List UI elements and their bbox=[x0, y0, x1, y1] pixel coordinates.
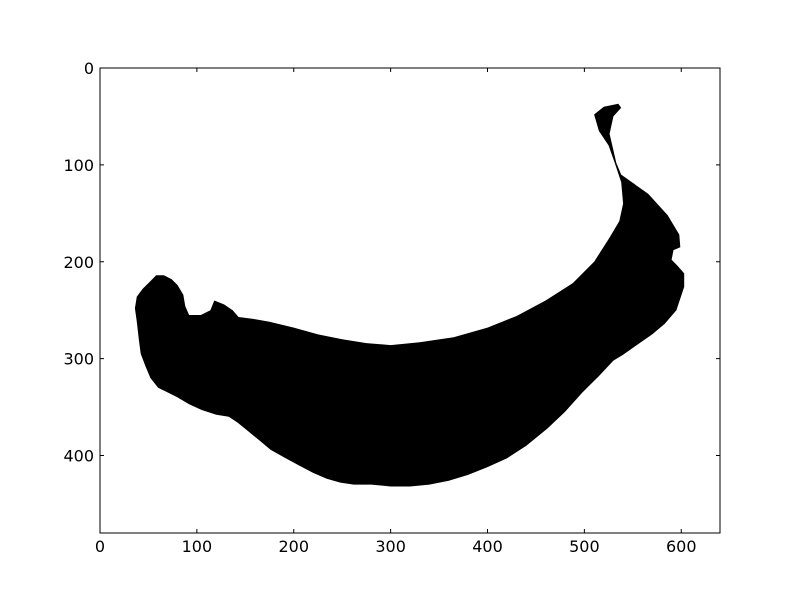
x-tick-label: 100 bbox=[182, 537, 213, 556]
x-tick-label: 0 bbox=[95, 537, 105, 556]
axes-frame bbox=[99, 67, 721, 534]
plot-area bbox=[99, 67, 721, 534]
y-tick-label: 0 bbox=[84, 59, 94, 78]
x-tick-label: 200 bbox=[278, 537, 309, 556]
x-tick-label: 600 bbox=[666, 537, 697, 556]
y-tick-label: 300 bbox=[63, 350, 94, 369]
x-tick-label: 500 bbox=[569, 537, 600, 556]
y-axis: 0 100 200 300 400 bbox=[63, 59, 720, 466]
y-tick-label: 400 bbox=[63, 447, 94, 466]
x-tick-label: 300 bbox=[375, 537, 406, 556]
x-tick-label: 400 bbox=[472, 537, 503, 556]
banana-mask-region bbox=[134, 103, 685, 487]
y-tick-label: 100 bbox=[63, 156, 94, 175]
x-axis: 0 100 200 300 400 500 600 bbox=[95, 68, 697, 556]
y-tick-label: 200 bbox=[63, 253, 94, 272]
